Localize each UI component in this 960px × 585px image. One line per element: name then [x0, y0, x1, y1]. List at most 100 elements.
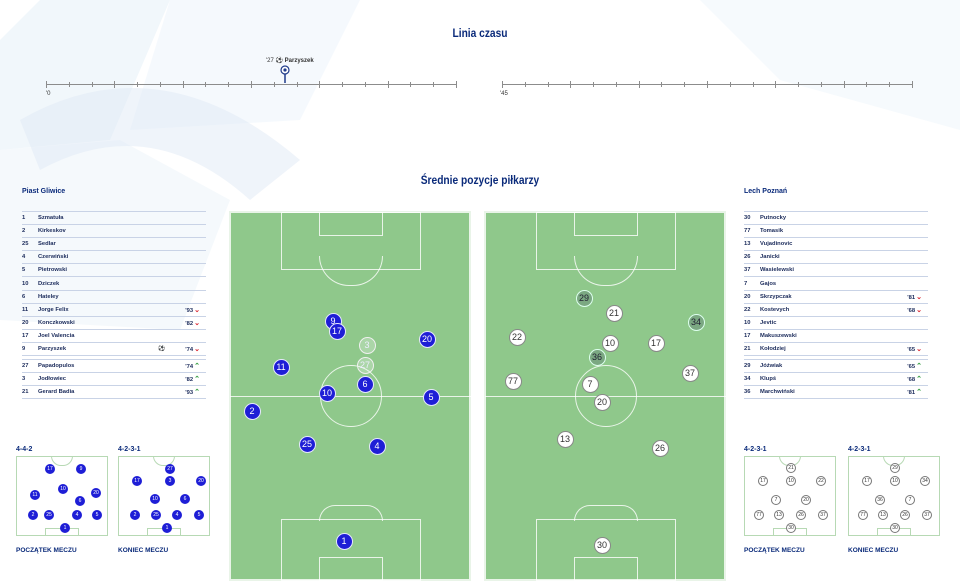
- player-number: 13: [744, 241, 751, 248]
- roster-row[interactable]: 22 Kostevych '68⌄: [744, 302, 928, 316]
- goal-player: Parzyszek: [284, 58, 314, 64]
- mini-player-marker: 1: [60, 523, 70, 533]
- sub-in-arrow-icon: ⌃: [916, 363, 922, 371]
- timeline-tick: [798, 82, 800, 87]
- roster-row[interactable]: 11 Jorge Felix '93⌄: [22, 302, 206, 316]
- home-player-marker[interactable]: 20: [418, 330, 436, 348]
- timeline-tick: [524, 82, 526, 87]
- away-player-marker[interactable]: 20: [593, 393, 611, 411]
- timeline-tick: [593, 82, 595, 87]
- mini-player-marker: 4: [172, 510, 182, 520]
- home-player-marker[interactable]: 5: [422, 388, 440, 406]
- roster-row[interactable]: 6 Hateley: [22, 289, 206, 303]
- home-player-marker[interactable]: 25: [298, 435, 316, 453]
- away-roster: 30 Putnocky 77 Tomasik 13 Vujadinovic 26 Janick…: [744, 211, 928, 357]
- roster-row[interactable]: 7 Gajos: [744, 276, 928, 289]
- home-player-marker[interactable]: 3: [358, 336, 376, 354]
- timeline-tick: [273, 82, 275, 87]
- player-name: Wasielewski: [760, 267, 794, 274]
- roster-row[interactable]: 36 Marchwiński '81⌃: [744, 385, 928, 398]
- roster-row[interactable]: 17 Makuszewski: [744, 328, 928, 342]
- mini-player-marker: 1: [162, 523, 172, 533]
- roster-row[interactable]: 26 Janicki: [744, 250, 928, 263]
- player-number: 29: [744, 363, 751, 370]
- player-name: Pietrowski: [38, 267, 67, 274]
- away-player-marker[interactable]: 21: [605, 304, 623, 322]
- roster-row[interactable]: 1 Szmatuła: [22, 211, 206, 224]
- home-player-marker[interactable]: 11: [272, 358, 290, 376]
- timeline-tick: [729, 82, 731, 87]
- roster-row[interactable]: 34 Klupś '68⌃: [744, 372, 928, 385]
- away-player-marker[interactable]: 22: [508, 328, 526, 346]
- away-player-marker[interactable]: 29: [575, 289, 593, 307]
- timeline-tick: [68, 82, 70, 87]
- timeline-tick: [707, 81, 708, 88]
- substitution-minute: '65⌃: [907, 362, 922, 370]
- mini-player-marker: 25: [151, 510, 161, 520]
- roster-row[interactable]: 10 Dziczek: [22, 276, 206, 289]
- roster-row[interactable]: 37 Wasielewski: [744, 263, 928, 276]
- substitution-minute: '81⌃: [907, 388, 922, 396]
- home-end-lineup: 27 17 3 20 10 6 2 25 4 5 1: [118, 456, 210, 536]
- goal-minute: '27: [266, 58, 274, 64]
- roster-row[interactable]: 17 Joel Valencia: [22, 328, 206, 342]
- away-player-marker[interactable]: 34: [687, 313, 705, 331]
- mini-player-marker: 77: [858, 510, 868, 520]
- player-number: 21: [22, 389, 29, 396]
- roster-row[interactable]: 20 Skrzypczak '81⌄: [744, 289, 928, 303]
- home-player-marker[interactable]: 17: [328, 322, 346, 340]
- mini-player-marker: 30: [786, 523, 796, 533]
- mini-player-marker: 9: [76, 464, 86, 474]
- home-player-marker[interactable]: 27: [356, 356, 374, 374]
- roster-row[interactable]: 9 Parzyszek ⚽ '74⌄: [22, 341, 206, 355]
- mini-player-marker: 4: [72, 510, 82, 520]
- roster-row[interactable]: 25 Sedlar: [22, 237, 206, 250]
- away-player-marker[interactable]: 26: [651, 439, 669, 457]
- roster-row[interactable]: 27 Papadopulos '74⌃: [22, 359, 206, 372]
- player-name: Vujadinovic: [760, 241, 793, 248]
- roster-row[interactable]: 4 Czerwiński: [22, 250, 206, 263]
- mini-player-marker: 3: [165, 476, 175, 486]
- player-name: Jevtic: [760, 319, 777, 326]
- roster-row[interactable]: 3 Jodłowiec '82⌃: [22, 372, 206, 385]
- player-number: 3: [22, 376, 26, 383]
- away-player-marker[interactable]: 10: [601, 334, 619, 352]
- home-player-marker[interactable]: 1: [335, 532, 353, 550]
- home-player-marker[interactable]: 4: [368, 437, 386, 455]
- substitution-minute: '65⌄: [907, 345, 922, 353]
- away-player-marker[interactable]: 37: [681, 364, 699, 382]
- timeline-tick: [547, 82, 549, 87]
- roster-row[interactable]: 77 Tomasik: [744, 224, 928, 237]
- roster-row[interactable]: 10 Jevtic: [744, 315, 928, 329]
- away-player-marker[interactable]: 30: [593, 536, 611, 554]
- player-name: Hateley: [38, 293, 59, 300]
- timeline-tick: [889, 82, 891, 87]
- timeline-tick: [866, 82, 868, 87]
- away-player-marker[interactable]: 13: [556, 430, 574, 448]
- roster-row[interactable]: 29 Jóźwiak '65⌃: [744, 359, 928, 372]
- away-player-marker[interactable]: 36: [588, 348, 606, 366]
- roster-row[interactable]: 30 Putnocky: [744, 211, 928, 224]
- roster-row[interactable]: 5 Pietrowski: [22, 263, 206, 276]
- roster-row[interactable]: 21 Kołodziej '65⌄: [744, 341, 928, 355]
- roster-row[interactable]: 2 Kirkeskov: [22, 224, 206, 237]
- roster-row[interactable]: 13 Vujadinovic: [744, 237, 928, 250]
- mini-player-marker: 36: [875, 495, 885, 505]
- home-player-marker[interactable]: 2: [243, 402, 261, 420]
- roster-row[interactable]: 21 Gerard Badia '93⌃: [22, 385, 206, 398]
- away-player-marker[interactable]: 77: [504, 372, 522, 390]
- away-player-marker[interactable]: 17: [647, 334, 665, 352]
- player-number: 36: [744, 389, 751, 396]
- timeline-event-goal[interactable]: '27 ⚽ Parzyszek: [266, 57, 314, 83]
- sub-minute: '82: [185, 320, 194, 327]
- home-player-marker[interactable]: 6: [356, 375, 374, 393]
- away-player-marker[interactable]: 7: [581, 375, 599, 393]
- mini-player-marker: 21: [786, 463, 796, 473]
- home-player-marker[interactable]: 10: [318, 384, 336, 402]
- player-name: Jodłowiec: [38, 376, 67, 383]
- away-team-name: Lech Poznań: [744, 188, 788, 195]
- player-name: Jorge Felix: [38, 306, 69, 313]
- mini-player-marker: 77: [754, 510, 764, 520]
- away-average-positions-pitch: 29 21 34 22 10 17 36 37 77 7 20 13 26 30: [484, 211, 727, 581]
- roster-row[interactable]: 20 Konczkowski '82⌄: [22, 315, 206, 329]
